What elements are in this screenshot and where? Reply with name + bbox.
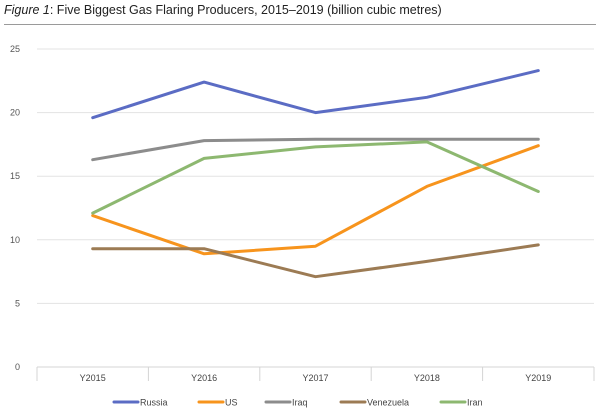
series-line-iran bbox=[91, 140, 540, 215]
x-tick-label: Y2019 bbox=[525, 373, 551, 383]
series-line-russia bbox=[91, 69, 540, 120]
title-divider bbox=[4, 24, 596, 25]
series-line-us bbox=[91, 144, 540, 256]
legend-label-venezuela: Venezuela bbox=[367, 398, 409, 408]
y-tick-label: 10 bbox=[10, 235, 20, 245]
legend-label-us: US bbox=[225, 398, 238, 408]
y-tick-label: 20 bbox=[10, 108, 20, 118]
y-tick-label: 5 bbox=[15, 298, 20, 308]
y-tick-label: 25 bbox=[10, 44, 20, 54]
x-tick-label: Y2018 bbox=[414, 373, 440, 383]
y-tick-label: 0 bbox=[15, 362, 20, 372]
figure-title: Figure 1: Five Biggest Gas Flaring Produ… bbox=[4, 3, 442, 17]
figure-caption: : Five Biggest Gas Flaring Producers, 20… bbox=[49, 3, 442, 17]
legend-label-iraq: Iraq bbox=[292, 398, 308, 408]
legend-label-iran: Iran bbox=[467, 398, 483, 408]
x-tick-label: Y2016 bbox=[191, 373, 217, 383]
y-tick-label: 15 bbox=[10, 171, 20, 181]
series-line-iraq bbox=[91, 137, 540, 162]
x-tick-label: Y2017 bbox=[302, 373, 328, 383]
legend-label-russia: Russia bbox=[140, 398, 168, 408]
series-line-venezuela bbox=[91, 243, 540, 279]
x-tick-label: Y2015 bbox=[80, 373, 106, 383]
figure-label: Figure 1 bbox=[4, 3, 50, 17]
